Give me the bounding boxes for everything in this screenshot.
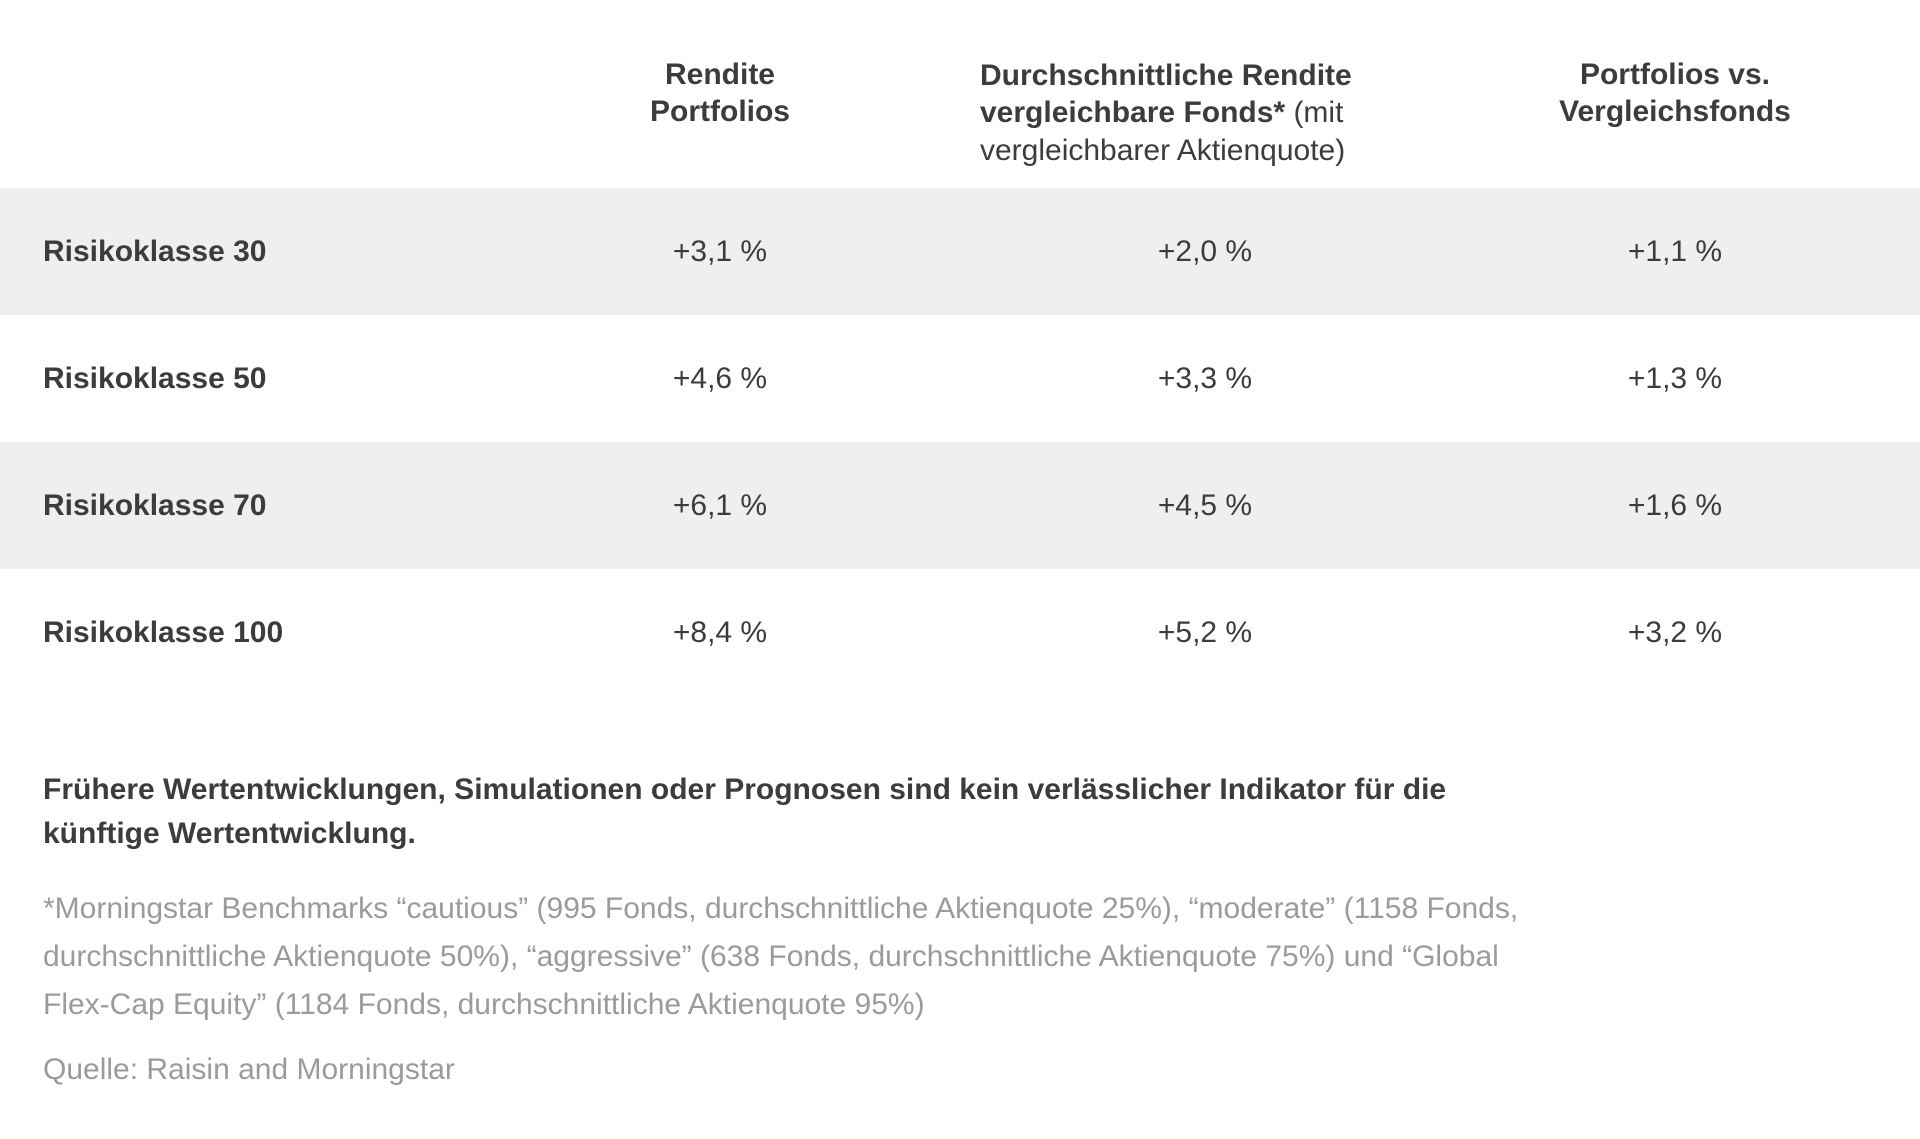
table-row-risikoklasse-50: Risikoklasse 50 +4,6 % +3,3 % +1,3 % — [0, 315, 1920, 442]
table-row-risikoklasse-100: Risikoklasse 100 +8,4 % +5,2 % +3,2 % — [0, 569, 1920, 696]
row-label: Risikoklasse 70 — [43, 488, 267, 522]
header-bold-text: Durchschnittliche Rendite vergleichbare … — [980, 58, 1352, 130]
cell-rendite-portfolio: +6,1 % — [672, 488, 768, 522]
cell-differenz: +1,1 % — [1627, 234, 1723, 268]
table-header-row: Rendite Portfolios Durchschnittliche Ren… — [0, 0, 1920, 188]
morningstar-benchmarks-footnote: *Morningstar Benchmarks “cautious” (995 … — [43, 892, 1519, 1021]
column-header-vergleichbare-fonds: Durchschnittliche Rendite vergleichbare … — [980, 19, 1430, 169]
column-header-vergleichbare-fonds-text: Durchschnittliche Rendite vergleichbare … — [980, 57, 1430, 170]
cell-rendite-portfolio: +8,4 % — [672, 615, 768, 649]
cell-rendite-portfolio: +3,1 % — [672, 234, 768, 268]
cell-rendite-fonds: +4,5 % — [1157, 488, 1253, 522]
row-label: Risikoklasse 30 — [43, 234, 267, 268]
returns-table: Rendite Portfolios Durchschnittliche Ren… — [0, 0, 1920, 696]
cell-differenz: +1,3 % — [1627, 361, 1723, 395]
cell-rendite-fonds: +2,0 % — [1157, 234, 1253, 268]
data-source-line: Quelle: Raisin and Morningstar — [43, 1053, 455, 1086]
row-label: Risikoklasse 50 — [43, 361, 267, 395]
cell-differenz: +3,2 % — [1627, 615, 1723, 649]
cell-differenz: +1,6 % — [1627, 488, 1723, 522]
header-normal-text: (mit vergleichbarer Aktienquote) — [980, 96, 1346, 167]
table-row-risikoklasse-70: Risikoklasse 70 +6,1 % +4,5 % +1,6 % — [0, 442, 1920, 569]
column-header-rendite-portfolios: Rendite Portfolios — [650, 58, 790, 128]
cell-rendite-fonds: +5,2 % — [1157, 615, 1253, 649]
cell-rendite-portfolio: +4,6 % — [672, 361, 768, 395]
row-label: Risikoklasse 100 — [43, 615, 284, 649]
past-performance-disclaimer: Frühere Wertentwicklungen, Simulationen … — [43, 773, 1447, 850]
column-header-portfolios-vs-vergleichsfonds: Portfolios vs. Vergleichsfonds — [1559, 58, 1791, 128]
table-row-risikoklasse-30: Risikoklasse 30 +3,1 % +2,0 % +1,1 % — [0, 188, 1920, 315]
cell-rendite-fonds: +3,3 % — [1157, 361, 1253, 395]
